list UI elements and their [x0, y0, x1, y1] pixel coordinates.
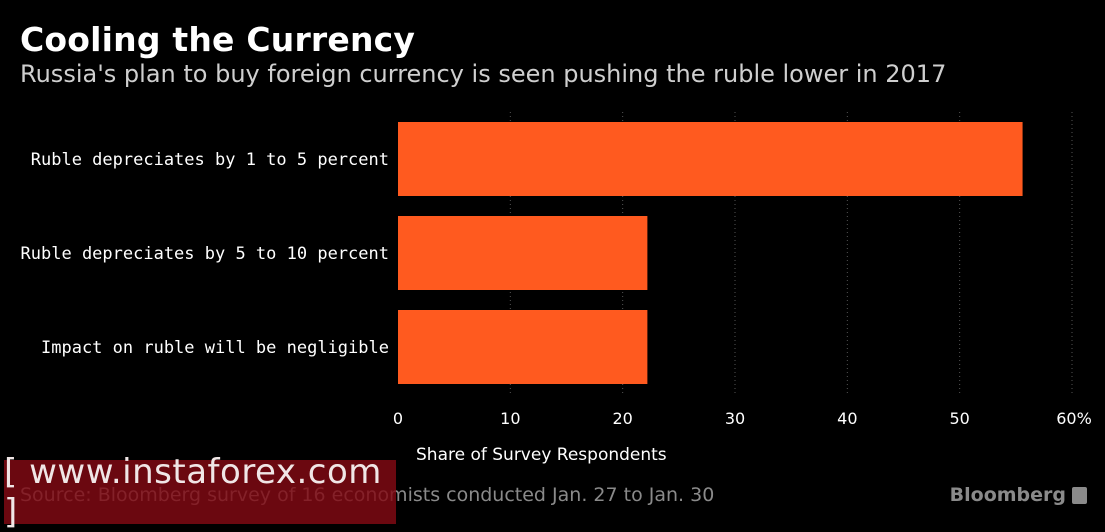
watermark-banner: [ www.instaforex.com ] — [4, 452, 396, 532]
bloomberg-logo: Bloomberg — [950, 484, 1087, 506]
bar — [398, 216, 648, 290]
bar — [398, 122, 1023, 196]
category-label: Ruble depreciates by 1 to 5 percent — [31, 150, 389, 170]
brand-name: Bloomberg — [949, 484, 1066, 506]
x-tick-label: 20 — [612, 409, 632, 428]
x-axis-label: Share of Survey Respondents — [416, 445, 667, 465]
x-tick-label: 10 — [500, 409, 520, 428]
bloomberg-terminal-icon — [1072, 486, 1087, 504]
x-tick-label: 40 — [837, 409, 857, 428]
x-tick-label: 60% — [1056, 409, 1092, 428]
x-tick-label: 30 — [725, 409, 745, 428]
bar — [398, 310, 648, 384]
category-label: Impact on ruble will be negligible — [41, 338, 389, 358]
category-label: Ruble depreciates by 5 to 10 percent — [21, 244, 389, 264]
x-tick-label: 0 — [393, 409, 403, 428]
chart-title: Cooling the Currency — [20, 20, 416, 59]
x-tick-label: 50 — [949, 409, 969, 428]
chart-subtitle: Russia's plan to buy foreign currency is… — [20, 60, 947, 88]
